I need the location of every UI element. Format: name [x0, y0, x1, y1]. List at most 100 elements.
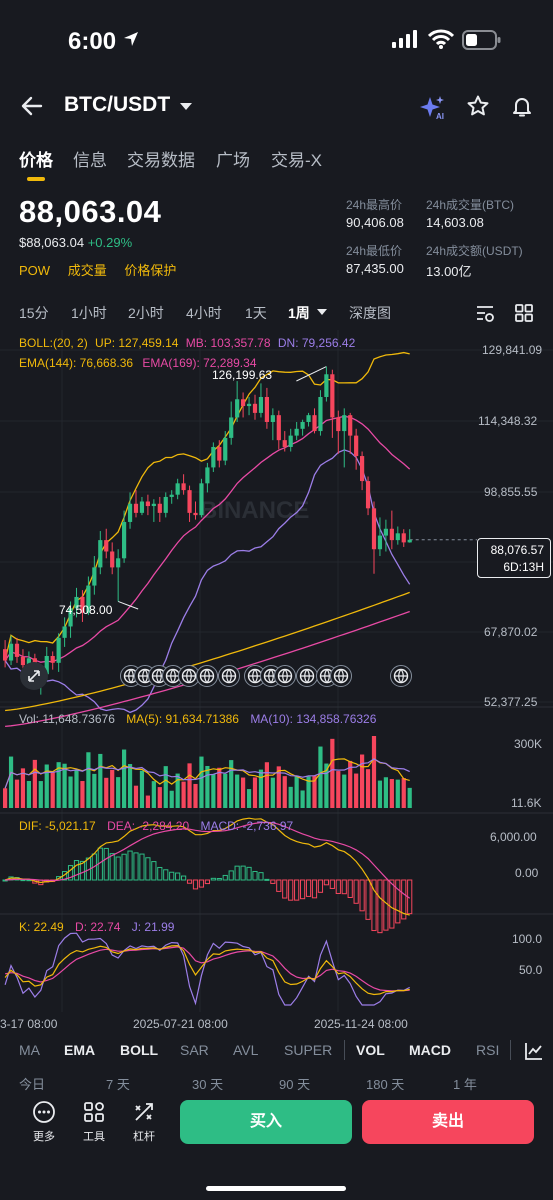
interval-1h[interactable]: 1小时	[71, 305, 107, 321]
layout-grid-icon[interactable]	[514, 303, 534, 323]
buy-button[interactable]: 买入	[180, 1100, 352, 1144]
event-badge[interactable]	[196, 665, 218, 687]
tag-volume[interactable]: 成交量	[67, 263, 107, 278]
macd-histogram-bar	[300, 879, 306, 900]
period-90d[interactable]: 90 天	[279, 1077, 311, 1092]
candle-body	[324, 374, 329, 397]
kline-chart[interactable]: BINANCE	[0, 0, 553, 1040]
volume-bar	[199, 756, 204, 808]
volume-bar	[401, 778, 406, 808]
chevron-down-icon[interactable]	[180, 103, 192, 110]
lowest-price-marker: 74,508.00	[59, 603, 113, 617]
chart-settings-icon[interactable]	[475, 303, 495, 323]
depth-chart-tab[interactable]: 深度图	[349, 305, 391, 321]
ema-169: EMA(169): 72,289.34	[142, 356, 257, 370]
boll-dn: DN: 79,256.42	[277, 336, 356, 350]
period-1y[interactable]: 1 年	[453, 1077, 477, 1092]
volume-bar	[32, 759, 37, 808]
tab-price[interactable]: 价格	[19, 151, 53, 170]
macd-histogram-bar	[270, 879, 276, 884]
macd-histogram-bar	[246, 866, 252, 881]
volume-bar	[122, 749, 127, 808]
period-30d[interactable]: 30 天	[192, 1077, 224, 1092]
trading-pair-selector[interactable]: BTC/USDT	[64, 93, 171, 116]
macd-histogram-bar	[228, 870, 234, 881]
interval-4h[interactable]: 4小时	[186, 305, 222, 321]
indicator-super[interactable]: SUPER	[284, 1042, 333, 1058]
volume-bar	[139, 770, 145, 808]
fullscreen-button[interactable]	[20, 662, 48, 690]
tab-trading-data[interactable]: 交易数据	[127, 151, 195, 170]
interval-2h[interactable]: 2小时	[128, 305, 164, 321]
macd-histogram-bar	[79, 860, 86, 881]
indicator-chart-icon[interactable]	[524, 1041, 544, 1061]
current-price-tag[interactable]: 88,076.57 6D:13H	[477, 538, 551, 578]
indicator-rsi[interactable]: RSI	[476, 1042, 500, 1058]
low-marker-line	[117, 600, 139, 610]
volume-bar	[294, 775, 299, 808]
macd-histogram-bar	[371, 879, 377, 932]
volume-bar	[282, 776, 287, 808]
candle-body	[80, 596, 85, 613]
tag-pow[interactable]: POW	[19, 263, 51, 278]
event-badge[interactable]	[274, 665, 296, 687]
period-7d[interactable]: 7 天	[106, 1077, 130, 1092]
candle-body	[169, 494, 174, 497]
event-badge[interactable]	[390, 665, 412, 687]
kdj-j: J: 21.99	[131, 920, 175, 934]
indicator-avl[interactable]: AVL	[233, 1042, 259, 1058]
boll-up: UP: 127,459.14	[95, 336, 179, 350]
macd-histogram-bar	[216, 878, 222, 881]
bell-icon[interactable]	[510, 94, 534, 118]
macd-histogram-bar	[288, 879, 294, 901]
indicator-vol[interactable]: VOL	[356, 1042, 385, 1058]
period-180d[interactable]: 180 天	[366, 1077, 405, 1092]
event-badge[interactable]	[330, 665, 352, 687]
stat-high-value: 90,406.08	[346, 215, 404, 230]
tag-price-protection[interactable]: 价格保护	[124, 263, 177, 278]
volume-bar	[241, 777, 246, 808]
volume-bar	[217, 767, 222, 808]
indicator-boll[interactable]: BOLL	[120, 1042, 159, 1058]
tools-button[interactable]: 工具	[74, 1098, 114, 1144]
indicator-macd[interactable]: MACD	[409, 1042, 451, 1058]
leverage-button[interactable]: 杠杆	[124, 1098, 164, 1144]
tab-info[interactable]: 信息	[73, 151, 107, 170]
indicator-ema[interactable]: EMA	[64, 1042, 96, 1058]
period-today[interactable]: 今日	[19, 1077, 46, 1092]
candlesticks	[3, 366, 412, 695]
ai-sparkle-icon[interactable]: AI	[420, 94, 446, 120]
macd-histogram-bar	[163, 869, 169, 881]
expand-icon	[28, 670, 40, 682]
current-price: 88,076.57	[490, 543, 544, 557]
candle-body	[193, 512, 198, 516]
event-badge[interactable]	[218, 665, 240, 687]
interval-15m[interactable]: 15分	[19, 305, 49, 321]
macd-histogram-bar	[115, 856, 121, 881]
back-arrow-icon[interactable]	[20, 94, 44, 118]
more-button[interactable]: 更多	[24, 1098, 64, 1144]
sell-button[interactable]: 卖出	[362, 1100, 534, 1144]
tools-grid-icon	[84, 1102, 104, 1122]
volume-ma5-line	[4, 757, 410, 789]
tab-trade-x[interactable]: 交易-X	[271, 151, 322, 170]
tab-square[interactable]: 广场	[216, 151, 250, 170]
candle-body	[276, 415, 281, 441]
volume-bar	[258, 769, 264, 808]
event-badge[interactable]	[296, 665, 318, 687]
volume-bar	[104, 777, 109, 808]
globe-icon	[299, 668, 315, 684]
indicator-ma[interactable]: MA	[19, 1042, 40, 1058]
interval-1w[interactable]: 1周	[288, 305, 310, 321]
candle-body	[127, 503, 133, 522]
star-icon[interactable]	[466, 94, 490, 118]
indicator-sar[interactable]: SAR	[180, 1042, 209, 1058]
macd-histogram-bar	[133, 852, 139, 881]
candle-body	[348, 415, 353, 436]
volume-bar	[371, 736, 377, 808]
candle-body	[354, 435, 359, 457]
candle-body	[211, 446, 216, 468]
volume-bar	[56, 762, 61, 808]
interval-dropdown-caret-icon[interactable]	[317, 309, 327, 315]
interval-1d[interactable]: 1天	[245, 305, 267, 321]
